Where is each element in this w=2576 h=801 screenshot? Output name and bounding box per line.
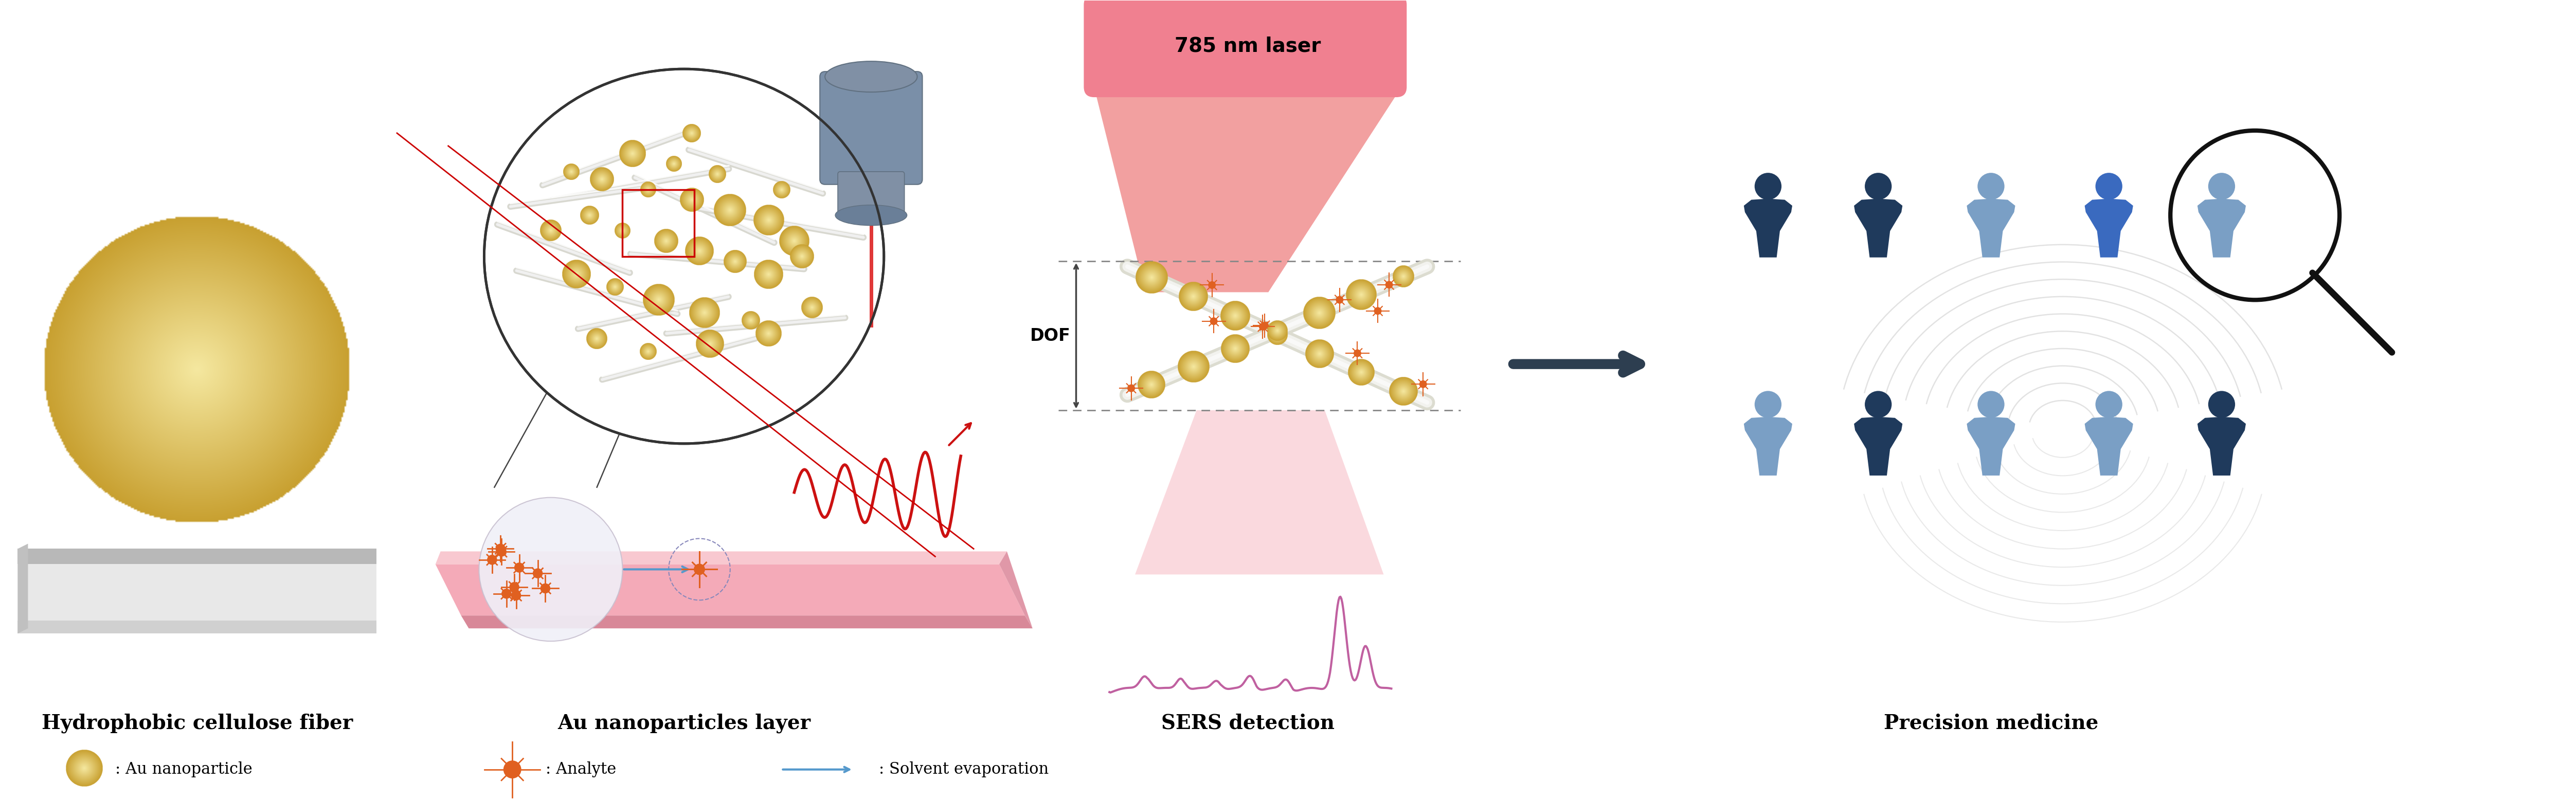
Circle shape xyxy=(1419,380,1427,388)
Circle shape xyxy=(1211,317,1218,325)
Polygon shape xyxy=(1855,199,1904,257)
Circle shape xyxy=(1128,384,1136,392)
Polygon shape xyxy=(2084,199,2133,257)
Polygon shape xyxy=(18,564,376,621)
Polygon shape xyxy=(435,564,1025,615)
Circle shape xyxy=(1262,322,1270,329)
Text: Precision medicine: Precision medicine xyxy=(1883,714,2099,733)
Polygon shape xyxy=(1744,417,1793,476)
Polygon shape xyxy=(1968,417,2014,476)
Circle shape xyxy=(1865,391,1891,418)
Polygon shape xyxy=(461,615,1033,628)
Polygon shape xyxy=(1968,199,2014,257)
Circle shape xyxy=(2094,173,2123,199)
Circle shape xyxy=(2208,391,2236,418)
FancyArrowPatch shape xyxy=(623,566,688,572)
Circle shape xyxy=(2094,391,2123,418)
Circle shape xyxy=(1754,391,1783,418)
Ellipse shape xyxy=(824,61,917,92)
Polygon shape xyxy=(1744,199,1793,257)
Circle shape xyxy=(510,590,520,601)
Circle shape xyxy=(495,544,505,553)
Text: SERS detection: SERS detection xyxy=(1162,714,1334,733)
Circle shape xyxy=(487,555,497,565)
Circle shape xyxy=(1865,173,1891,199)
Circle shape xyxy=(1373,307,1381,315)
Circle shape xyxy=(1208,281,1216,289)
FancyArrowPatch shape xyxy=(783,767,850,772)
Circle shape xyxy=(497,546,507,557)
FancyBboxPatch shape xyxy=(819,71,922,184)
Circle shape xyxy=(1978,391,2004,418)
Text: 785 nm laser: 785 nm laser xyxy=(1175,36,1321,55)
Polygon shape xyxy=(2197,199,2246,257)
Bar xyxy=(623,190,696,256)
Text: : Solvent evaporation: : Solvent evaporation xyxy=(878,762,1048,778)
Ellipse shape xyxy=(484,69,884,444)
Circle shape xyxy=(1260,323,1267,331)
Circle shape xyxy=(510,582,520,592)
Circle shape xyxy=(1386,281,1394,288)
Polygon shape xyxy=(18,621,376,634)
Polygon shape xyxy=(18,549,376,564)
Circle shape xyxy=(1754,173,1783,199)
Circle shape xyxy=(533,569,544,578)
Circle shape xyxy=(502,760,520,779)
Circle shape xyxy=(1352,349,1360,357)
Polygon shape xyxy=(18,544,28,634)
Text: DOF: DOF xyxy=(1030,328,1072,344)
Text: Au nanoparticles layer: Au nanoparticles layer xyxy=(556,714,811,733)
Polygon shape xyxy=(999,551,1033,628)
Text: : Au nanoparticle: : Au nanoparticle xyxy=(116,762,252,778)
Polygon shape xyxy=(2197,417,2246,476)
Text: Hydrophobic cellulose fiber: Hydrophobic cellulose fiber xyxy=(41,714,353,733)
Polygon shape xyxy=(1136,410,1383,574)
Circle shape xyxy=(502,589,513,598)
Circle shape xyxy=(541,583,551,594)
Circle shape xyxy=(1978,173,2004,199)
Polygon shape xyxy=(1095,87,1401,292)
Circle shape xyxy=(1337,296,1345,304)
Circle shape xyxy=(515,562,526,573)
FancyBboxPatch shape xyxy=(837,171,904,218)
Polygon shape xyxy=(2084,417,2133,476)
Circle shape xyxy=(693,564,706,575)
FancyBboxPatch shape xyxy=(1084,0,1406,97)
Circle shape xyxy=(479,497,623,641)
Polygon shape xyxy=(435,551,1007,564)
Circle shape xyxy=(2208,173,2236,199)
Ellipse shape xyxy=(835,205,907,226)
Text: : Analyte: : Analyte xyxy=(546,762,616,778)
Polygon shape xyxy=(1855,417,1904,476)
